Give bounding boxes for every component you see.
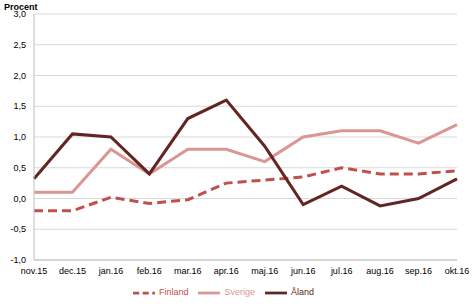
svg-text:jan.16: jan.16 [98, 266, 124, 276]
svg-text:2,5: 2,5 [13, 40, 26, 50]
svg-text:mar.16: mar.16 [174, 266, 202, 276]
html-text:Sverige: Sverige [224, 287, 255, 298]
svg-text:okt.16: okt.16 [445, 266, 467, 276]
svg-text:1,0: 1,0 [13, 132, 26, 142]
svg-text:dec.15: dec.15 [59, 266, 86, 276]
html-text:Åland: Åland [291, 287, 314, 298]
svg-text:-0,5: -0,5 [10, 224, 26, 234]
svg-text:sep.16: sep.16 [405, 266, 432, 276]
html-text:Finland: Finland [159, 287, 189, 298]
svg-text:apr.16: apr.16 [214, 266, 239, 276]
html-text:Procent: Procent [4, 2, 38, 12]
svg-text:0,0: 0,0 [13, 194, 26, 204]
svg-text:3,0: 3,0 [13, 9, 26, 19]
svg-text:jul.16: jul.16 [330, 266, 353, 276]
svg-text:-1,0: -1,0 [10, 255, 26, 265]
svg-text:feb.16: feb.16 [137, 266, 162, 276]
svg-text:aug.16: aug.16 [366, 266, 394, 276]
svg-text:nov.15: nov.15 [21, 266, 47, 276]
svg-text:0,5: 0,5 [13, 163, 26, 173]
svg-text:jun.16: jun.16 [290, 266, 316, 276]
svg-text:maj.16: maj.16 [251, 266, 278, 276]
svg-text:2,0: 2,0 [13, 71, 26, 81]
svg-text:1,5: 1,5 [13, 101, 26, 111]
